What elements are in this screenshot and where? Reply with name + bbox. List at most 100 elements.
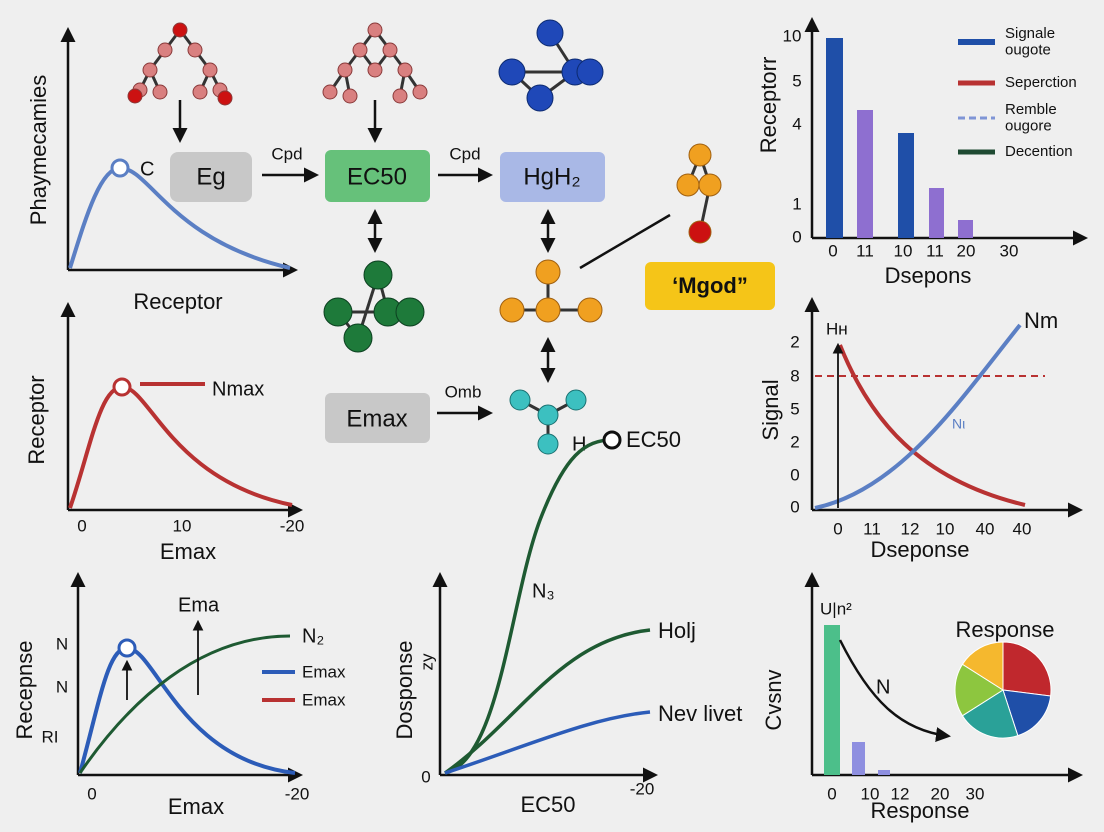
legend-label: Remble ougore [1005, 101, 1057, 135]
x-ticks: 0 11 10 11 20 30 [828, 241, 1018, 260]
arrow-label: Cpd [271, 144, 302, 163]
atom [172, 22, 188, 38]
curve [838, 344, 1026, 507]
x-tick-label: 12 [901, 519, 920, 538]
bar [852, 742, 865, 775]
x-tick-label: 20 [931, 784, 950, 803]
y-tick-label: 8 [790, 366, 799, 385]
bar [898, 133, 914, 238]
x-label: Emax [168, 794, 224, 819]
atom [688, 220, 712, 244]
label: Nι [952, 416, 965, 432]
x-label: Receptor [133, 289, 222, 314]
y-tick-label: 2 [790, 332, 799, 351]
x-tick-label: 40 [1013, 519, 1032, 538]
legend-label: Emax [302, 690, 346, 709]
atom [152, 84, 168, 100]
x-ticks: 0 10 12 20 30 [827, 784, 984, 803]
panel-top-right: 10 5 4 1 0 0 11 10 11 20 30 Dsepons Receptorr… [756, 17, 1088, 288]
atom [342, 88, 358, 104]
x-tick-label: -20 [285, 784, 310, 803]
bar [826, 38, 843, 238]
arrow-label: Cpd [449, 144, 480, 163]
curve [443, 628, 651, 775]
peak-marker [110, 158, 130, 178]
origin-label: 0 [421, 767, 430, 786]
panel-bottom-left: Ema N₂ Emax Emax N N RI Recepnse 0 -20 E… [12, 572, 346, 819]
y-tick-label: 10 [783, 26, 802, 45]
atom [676, 173, 700, 197]
panel-bottom-middle: N₃ EC50 Holj Nev livet Dosponse zy 0 EC5… [392, 427, 743, 817]
x-tick-label: 11 [926, 241, 944, 260]
x-label: EC50 [520, 792, 575, 817]
legend-label: Seperction [1005, 74, 1077, 91]
legend: Signale ougote Seperction Remble ougore Decen… [1005, 25, 1077, 160]
atom [565, 389, 587, 411]
y-tick-label: N [56, 677, 68, 696]
curve [444, 438, 613, 775]
bar [929, 188, 944, 238]
bar [857, 110, 873, 238]
atom [202, 62, 218, 78]
y-label: Signal [758, 379, 783, 440]
atom [509, 389, 531, 411]
molecules [127, 19, 722, 455]
curve-label: EC50 [626, 427, 681, 452]
atom [499, 297, 525, 323]
box [325, 150, 430, 202]
x-tick-label: 0 [77, 516, 86, 535]
atom [498, 58, 526, 86]
y-tick-label: 5 [792, 71, 801, 90]
y-sub-label: RI [42, 727, 59, 746]
connector [579, 213, 671, 270]
atom [535, 297, 561, 323]
x-tick-label: 30 [966, 784, 985, 803]
atom [352, 42, 368, 58]
box [645, 262, 775, 310]
atom [323, 297, 353, 327]
x-ticks: 0 11 12 10 40 40 [833, 519, 1031, 538]
y-tick-label: 1 [792, 194, 801, 213]
atom [142, 62, 158, 78]
x-label: Response [870, 798, 969, 823]
atom [217, 90, 233, 106]
label: Nm [1024, 308, 1058, 333]
atom [367, 62, 383, 78]
curve [444, 710, 651, 775]
x-tick-label: 11 [856, 241, 874, 260]
atom [127, 88, 143, 104]
arrow-label: N [876, 676, 890, 698]
atom [337, 62, 353, 78]
y-label: Phaymecamies [26, 75, 51, 225]
atom [576, 58, 604, 86]
curve-label: Holj [658, 618, 696, 643]
atom [192, 84, 208, 100]
y-ticks: 2 8 5 2 0 0 [790, 332, 799, 516]
atom [577, 297, 603, 323]
box [325, 393, 430, 443]
box-label: Eg [196, 163, 225, 190]
x-tick-label: 11 [863, 519, 881, 538]
atom [537, 404, 559, 426]
box-label: Emax [346, 405, 407, 432]
bar [958, 220, 973, 238]
atom [187, 42, 203, 58]
x-label: Dseponse [870, 537, 969, 562]
x-label: Dsepons [885, 263, 972, 288]
legend-label: Emax [302, 662, 346, 681]
atom [367, 22, 383, 38]
y-label: Dosponse [392, 640, 417, 739]
atom [536, 19, 564, 47]
x-tick-label: 12 [891, 784, 910, 803]
y-sub-label: zy [417, 653, 436, 671]
peak-marker [112, 377, 132, 397]
box [170, 152, 252, 202]
curve-label: N₂ [302, 625, 324, 647]
pie-slice [1002, 689, 1052, 737]
x-tick-label: 20 [957, 241, 976, 260]
atom [526, 84, 554, 112]
panel-bottom-right: U|n² N Response 0 10 12 20 30 Response Cvsnv [761, 572, 1083, 823]
y-tick-label: 0 [790, 497, 799, 516]
x-tick-label: 0 [833, 519, 842, 538]
x-tick-label: 10 [894, 241, 913, 260]
